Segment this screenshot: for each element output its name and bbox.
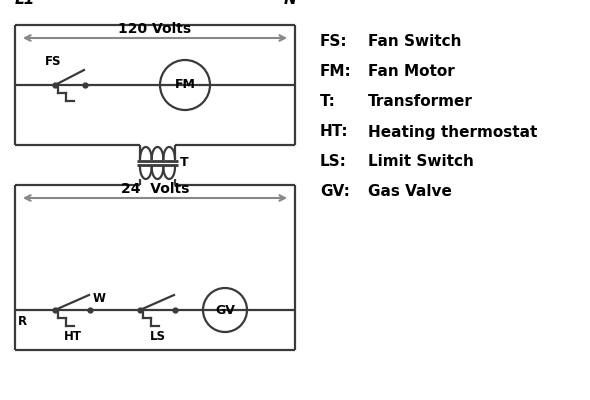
Text: N: N — [284, 0, 296, 7]
Text: FS: FS — [45, 55, 61, 68]
Text: Limit Switch: Limit Switch — [368, 154, 474, 170]
Text: T: T — [180, 156, 189, 170]
Text: HT:: HT: — [320, 124, 349, 140]
Text: HT: HT — [64, 330, 81, 343]
Text: Gas Valve: Gas Valve — [368, 184, 452, 200]
Text: L1: L1 — [15, 0, 35, 7]
Text: FS:: FS: — [320, 34, 348, 50]
Text: Transformer: Transformer — [368, 94, 473, 110]
Text: Fan Switch: Fan Switch — [368, 34, 461, 50]
Text: Fan Motor: Fan Motor — [368, 64, 455, 80]
Text: Heating thermostat: Heating thermostat — [368, 124, 537, 140]
Text: GV:: GV: — [320, 184, 350, 200]
Text: FM:: FM: — [320, 64, 352, 80]
Text: LS:: LS: — [320, 154, 347, 170]
Text: 24  Volts: 24 Volts — [121, 182, 189, 196]
Text: GV: GV — [215, 304, 235, 316]
Text: FM: FM — [175, 78, 195, 92]
Text: R: R — [18, 315, 27, 328]
Text: 120 Volts: 120 Volts — [119, 22, 192, 36]
Text: T:: T: — [320, 94, 336, 110]
Text: W: W — [93, 292, 106, 305]
Text: LS: LS — [149, 330, 166, 343]
